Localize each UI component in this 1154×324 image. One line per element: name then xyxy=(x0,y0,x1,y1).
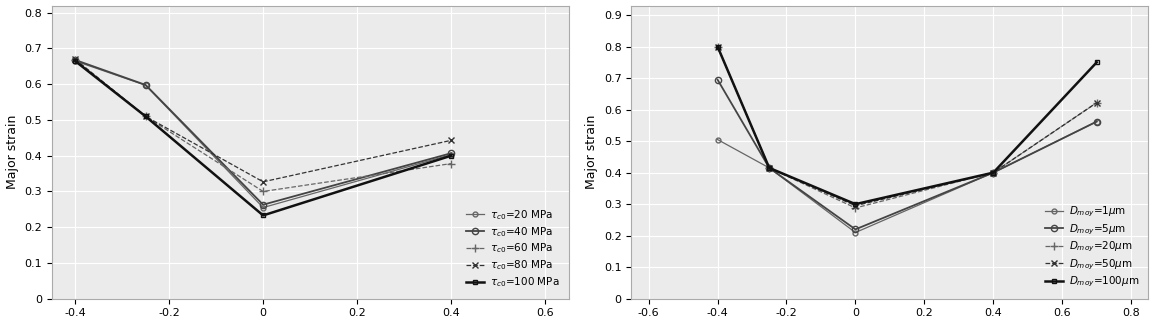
Y-axis label: Major strain: Major strain xyxy=(585,115,598,189)
Y-axis label: Major strain: Major strain xyxy=(6,115,18,189)
Legend: $D_{moy}$=1$\mu$m, $D_{moy}$=5$\mu$m, $D_{moy}$=20$\mu$m, $D_{moy}$=50$\mu$m, $D: $D_{moy}$=1$\mu$m, $D_{moy}$=5$\mu$m, $D… xyxy=(1041,201,1144,294)
Legend: $\tau_{c0}$=20 MPa, $\tau_{c0}$=40 MPa, $\tau_{c0}$=60 MPa, $\tau_{c0}$=80 MPa, : $\tau_{c0}$=20 MPa, $\tau_{c0}$=40 MPa, … xyxy=(462,204,563,294)
